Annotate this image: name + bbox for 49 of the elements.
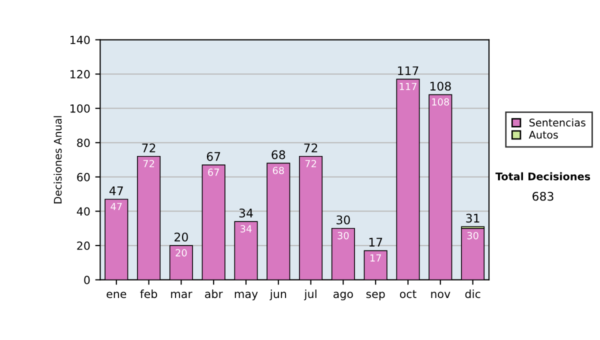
total-label: 68 [272,150,286,160]
y-tick-label: 140 [70,36,90,44]
x-tick-label: feb [140,290,158,298]
data-label: 17 [370,254,381,262]
total-label: 17 [369,238,382,247]
total-label: 72 [142,143,156,152]
x-tick-label: dic [465,290,480,298]
legend-label: Sentencias [529,118,586,127]
total-label: 72 [304,143,318,152]
x-tick-label: sep [366,292,385,300]
x-tick-label: jun [270,290,286,300]
x-tick-label: ago [334,292,353,300]
total-label: 67 [206,152,220,161]
text: Total Decisiones [495,172,590,180]
data-label: 72 [305,160,316,168]
x-tick-label: oct [400,290,416,298]
legend-label: Autos [528,130,558,139]
data-label: 108 [432,98,450,106]
y-tick-label: 0 [84,276,90,284]
x-tick-label: mar [171,292,192,298]
total-label: 47 [109,186,123,196]
total-label: 31 [466,214,480,223]
y-tick-label: 20 [77,242,90,250]
x-tick-label: jul [304,290,316,300]
data-label: 117 [400,82,416,90]
data-label: 47 [110,202,122,210]
data-label: 30 [338,232,349,240]
total-label: 108 [430,82,451,91]
y-axis-title: Decisiones Anual [54,116,62,204]
x-tick-label: may [234,292,258,300]
y-tick-label: 40 [76,207,90,216]
y-tick-label: 120 [70,70,90,78]
y-tick-label: 60 [77,172,90,182]
y-tick-label: 80 [77,138,90,148]
y-tick-label: 100 [70,104,90,113]
data-label: 34 [240,225,252,232]
data-label: 72 [143,160,154,168]
x-tick-label: nov [431,292,450,298]
total-label: 30 [336,215,350,224]
x-tick-label: abr [205,290,223,298]
data-label: 20 [176,249,187,256]
data-label: 67 [208,168,219,176]
total-label: 34 [239,208,253,218]
x-tick-label: ene [106,292,126,298]
data-label: 68 [272,166,284,174]
data-label: 30 [467,232,478,240]
total-label: 20 [174,232,188,242]
text: 683 [532,192,554,201]
total-label: 117 [398,66,418,76]
